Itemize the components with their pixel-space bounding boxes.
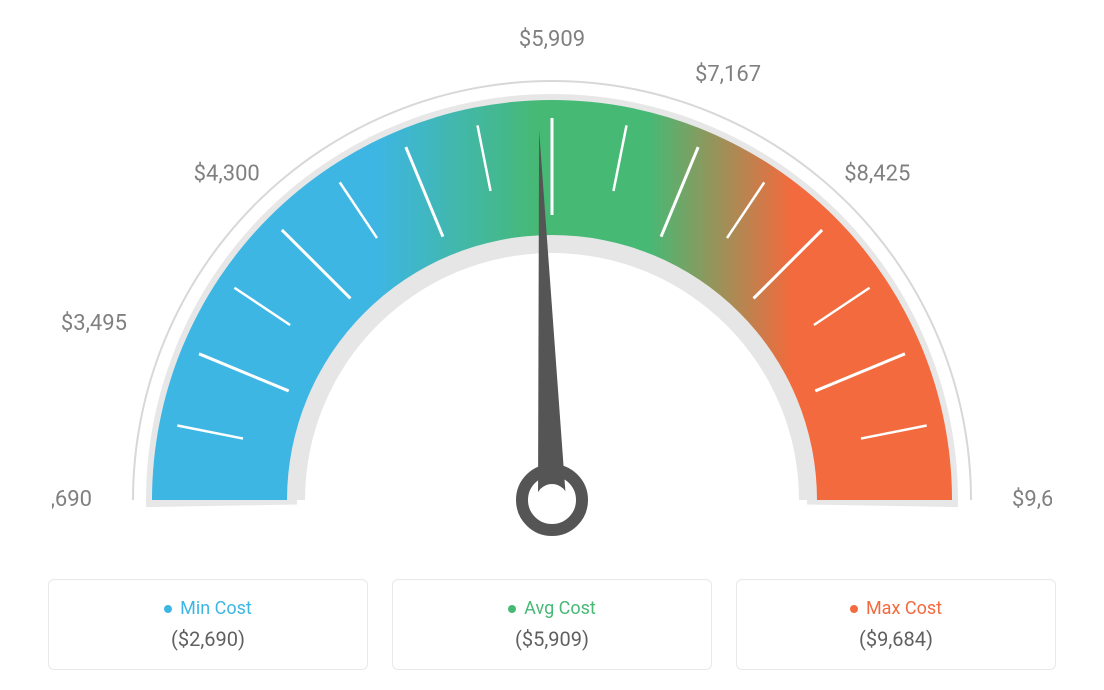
cost-cards: Min Cost ($2,690) Avg Cost ($5,909) Max … — [0, 579, 1104, 670]
avg-cost-value: ($5,909) — [413, 627, 691, 651]
gauge-tick-label: $4,300 — [194, 162, 260, 187]
gauge-chart: $2,690 $3,495 $4,300 $5,909 $7,167 $8,425 $9,6… — [52, 20, 1052, 580]
dot-icon — [850, 605, 858, 613]
gauge-container: $2,690 $3,495 $4,300 $5,909 $7,167 $8,425 $9,6… — [0, 0, 1104, 560]
avg-cost-card: Avg Cost ($5,909) — [392, 579, 712, 670]
min-cost-value: ($2,690) — [69, 627, 347, 651]
max-cost-value: ($9,684) — [757, 627, 1035, 651]
gauge-tick-label: $5,909 — [519, 27, 585, 52]
avg-cost-label: Avg Cost — [524, 598, 596, 619]
max-cost-card: Max Cost ($9,684) — [736, 579, 1056, 670]
gauge-tick-label: $2,690 — [52, 487, 92, 512]
min-cost-label: Min Cost — [180, 598, 252, 619]
min-cost-card: Min Cost ($2,690) — [48, 579, 368, 670]
gauge-tick-label: $9,684 — [1012, 487, 1052, 512]
dot-icon — [508, 605, 516, 613]
gauge-tick-label: $7,167 — [695, 62, 761, 87]
gauge-tick-label: $3,495 — [61, 311, 127, 336]
gauge-tick-label: $8,425 — [844, 162, 910, 187]
max-cost-label: Max Cost — [866, 598, 942, 619]
dot-icon — [164, 605, 172, 613]
